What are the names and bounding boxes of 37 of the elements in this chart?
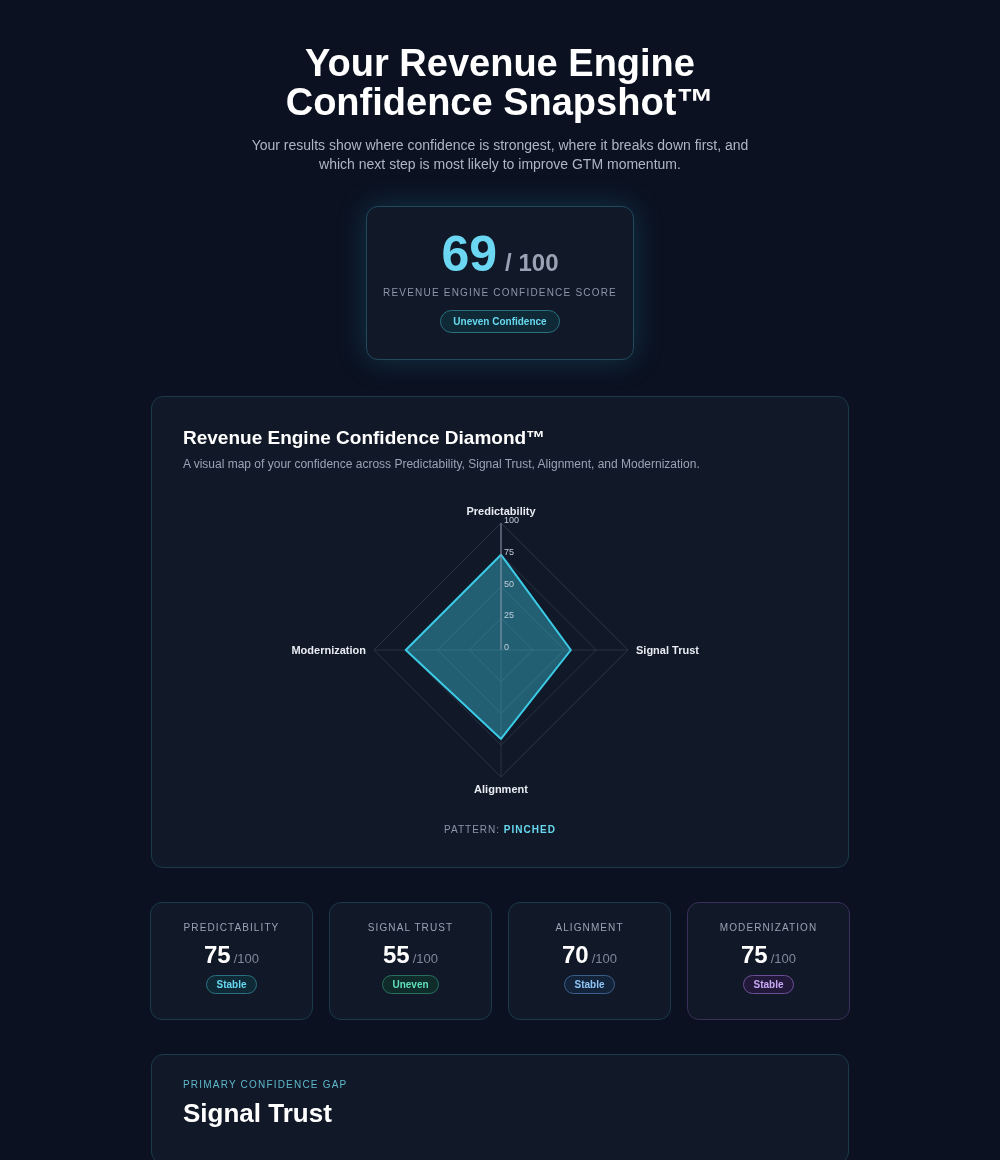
- text: Your Revenue Engine Confidence Snapshot™: [284, 42, 716, 123]
- text: PINCHED: [503, 824, 556, 835]
- text: 70: [561, 941, 589, 968]
- y-tick-label: 0: [504, 642, 510, 652]
- text: Your results show where confidence is strongest, where it breaks down first, and which next step is most likely to improve GTM momentum.: [250, 136, 750, 174]
- text: Stable: [564, 975, 615, 994]
- text: Signal Trust: [183, 1098, 333, 1129]
- text: /100: [591, 951, 617, 966]
- spoke-label: Signal Trust: [636, 643, 700, 656]
- text: Uneven Confidence: [440, 310, 560, 333]
- text: 75: [740, 941, 768, 968]
- text: /100: [233, 951, 259, 966]
- text: Stable: [206, 975, 257, 994]
- y-tick-label: 100: [504, 515, 520, 525]
- text: Stable: [743, 975, 794, 994]
- text: / 100: [505, 249, 559, 276]
- y-tick-label: 75: [504, 546, 515, 557]
- y-tick-label: 25: [504, 610, 515, 621]
- spoke-label: Alignment: [474, 782, 529, 795]
- text: PATTERN:: [444, 824, 501, 835]
- text: MODERNIZATION: [718, 922, 819, 933]
- text: SIGNAL TRUST: [366, 922, 455, 933]
- text: REVENUE ENGINE CONFIDENCE SCORE: [382, 287, 618, 298]
- spoke-label: Modernization: [291, 643, 367, 656]
- text: PRIMARY CONFIDENCE GAP: [183, 1079, 349, 1090]
- spoke-label: Predictability: [466, 505, 537, 517]
- chart-subtitle: A visual map of your confidence across Predictability, Signal Trust, Alignment, and Modernization.: [183, 457, 701, 471]
- text: PREDICTABILITY: [182, 922, 281, 933]
- text: 55: [382, 941, 410, 968]
- text: 69: [441, 226, 498, 282]
- text: /100: [412, 951, 438, 966]
- text: ALIGNMENT: [554, 922, 625, 933]
- chart-title: Revenue Engine Confidence Diamond™: [183, 427, 547, 449]
- text: 75: [203, 941, 231, 968]
- y-tick-label: 50: [504, 578, 515, 589]
- text: Uneven: [382, 975, 439, 994]
- text: /100: [770, 951, 796, 966]
